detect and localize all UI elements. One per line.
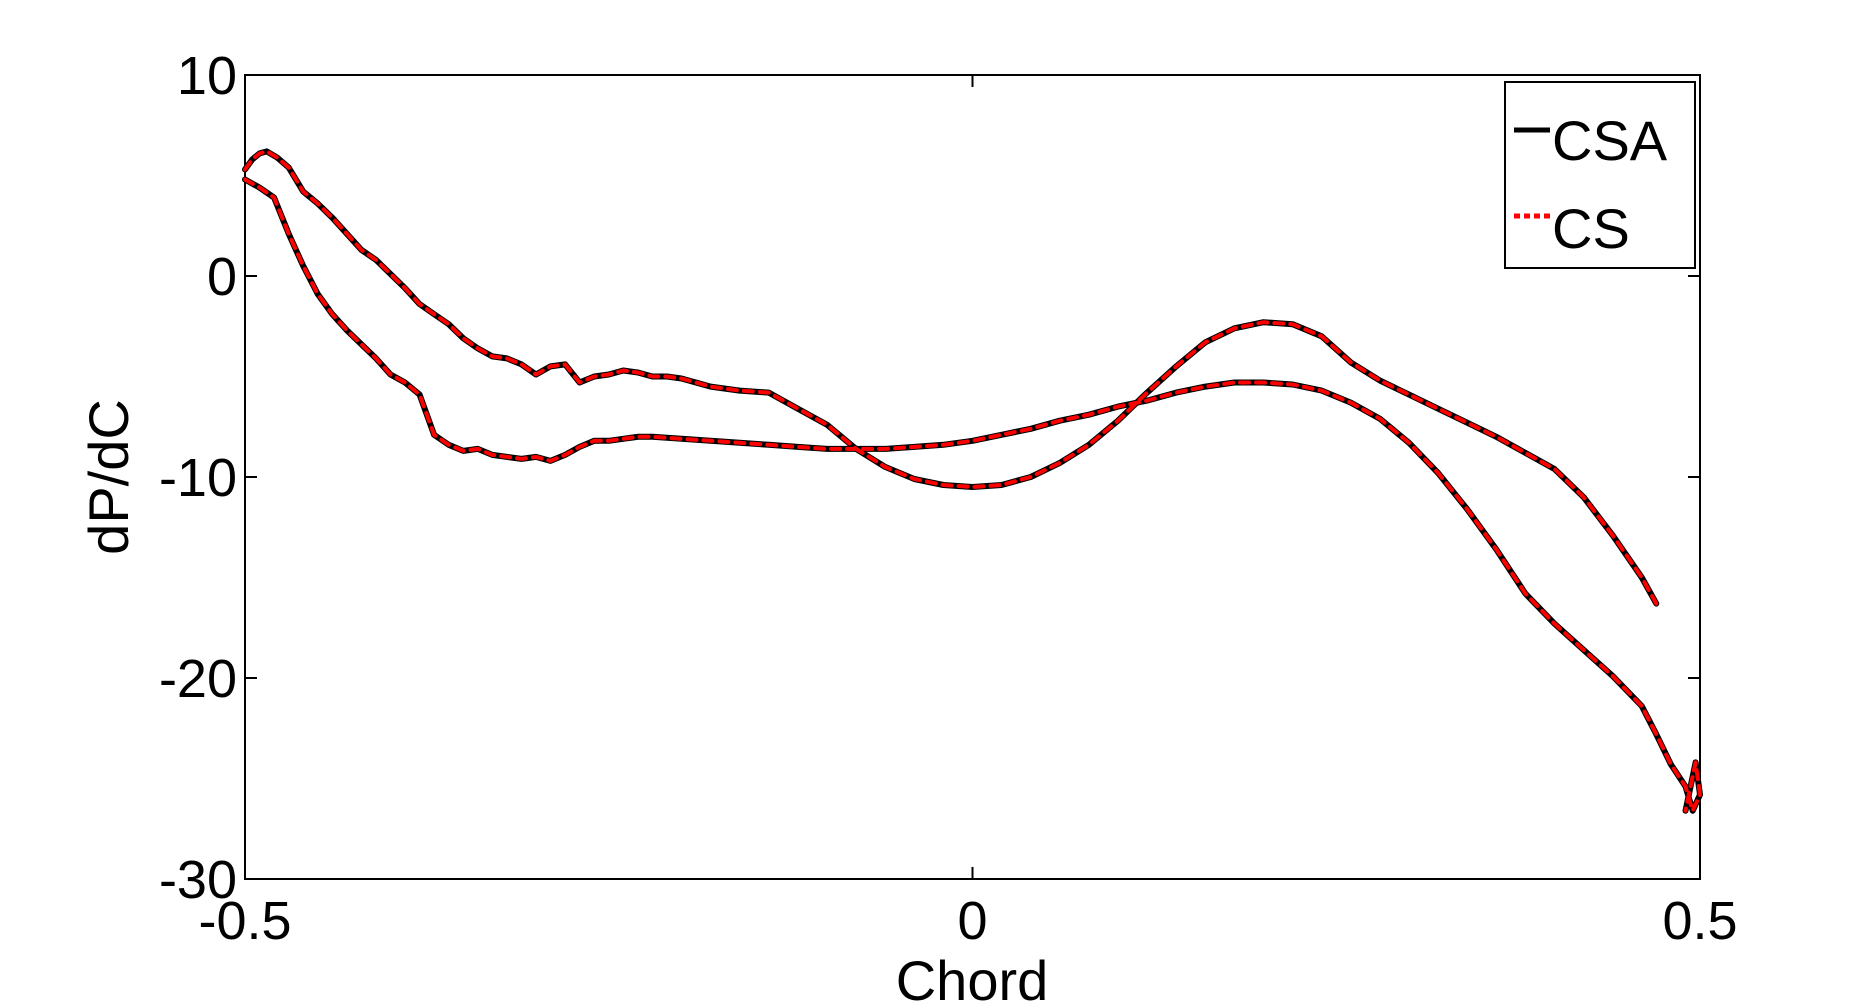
series-layer <box>242 148 1703 814</box>
legend: CSA CS <box>1504 81 1696 269</box>
series-line-cs-1 <box>243 149 1659 606</box>
x-tick-label: 0 <box>957 891 987 951</box>
y-tick-label: -30 <box>159 850 237 910</box>
y-tick-label: 0 <box>207 247 237 307</box>
axis-ticks <box>244 74 1701 880</box>
x-tick-label: 0.5 <box>1662 891 1737 951</box>
series-line-cs-2 <box>243 177 1702 813</box>
x-tick-label: -0.5 <box>198 891 291 951</box>
legend-cs-label: CS <box>1552 197 1630 260</box>
tick-labels: -0.5 0 0.5 10 0 -10 -20 -30 <box>159 46 1738 951</box>
legend-csa-label: CSA <box>1552 109 1668 172</box>
y-tick-label: 10 <box>177 46 237 106</box>
plot-area <box>244 74 1701 880</box>
y-tick-label: -10 <box>159 448 237 508</box>
legend-box <box>1504 81 1696 269</box>
y-axis-label: dP/dC <box>77 399 140 555</box>
y-tick-label: -20 <box>159 649 237 709</box>
x-axis-label: Chord <box>896 949 1049 1001</box>
